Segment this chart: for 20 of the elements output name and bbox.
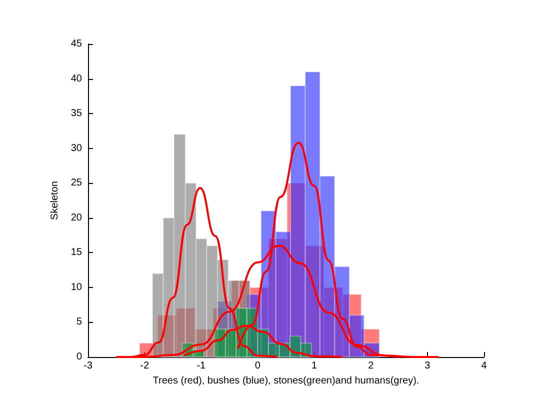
x-tick-label: -3 — [84, 360, 93, 372]
x-tick-label: 0 — [254, 360, 261, 372]
x-tick-label: 4 — [481, 360, 488, 372]
y-tick-label: 45 — [70, 38, 82, 50]
x-tick-label: -2 — [140, 360, 150, 372]
y-tick-label: 20 — [70, 212, 82, 224]
y-tick-label: 0 — [76, 352, 82, 362]
x-tick-label: 1 — [312, 360, 318, 372]
y-axis-title: Skeleton — [49, 181, 60, 220]
y-tick-label: 35 — [70, 108, 82, 120]
x-tick-label: -1 — [196, 360, 206, 372]
x-axis-title: Trees (red), bushes (blue), stones(green)and humans(grey). — [152, 375, 420, 386]
y-tick-label: 5 — [76, 316, 82, 328]
y-tick-label: 40 — [70, 73, 82, 84]
y-tick-label: 15 — [70, 247, 82, 258]
y-tick-label: 30 — [70, 142, 82, 154]
x-tick-label: 3 — [424, 360, 431, 372]
y-tick-label: 10 — [70, 282, 82, 293]
x-tick-label: 2 — [368, 360, 374, 372]
y-tick-label: 25 — [70, 178, 82, 189]
